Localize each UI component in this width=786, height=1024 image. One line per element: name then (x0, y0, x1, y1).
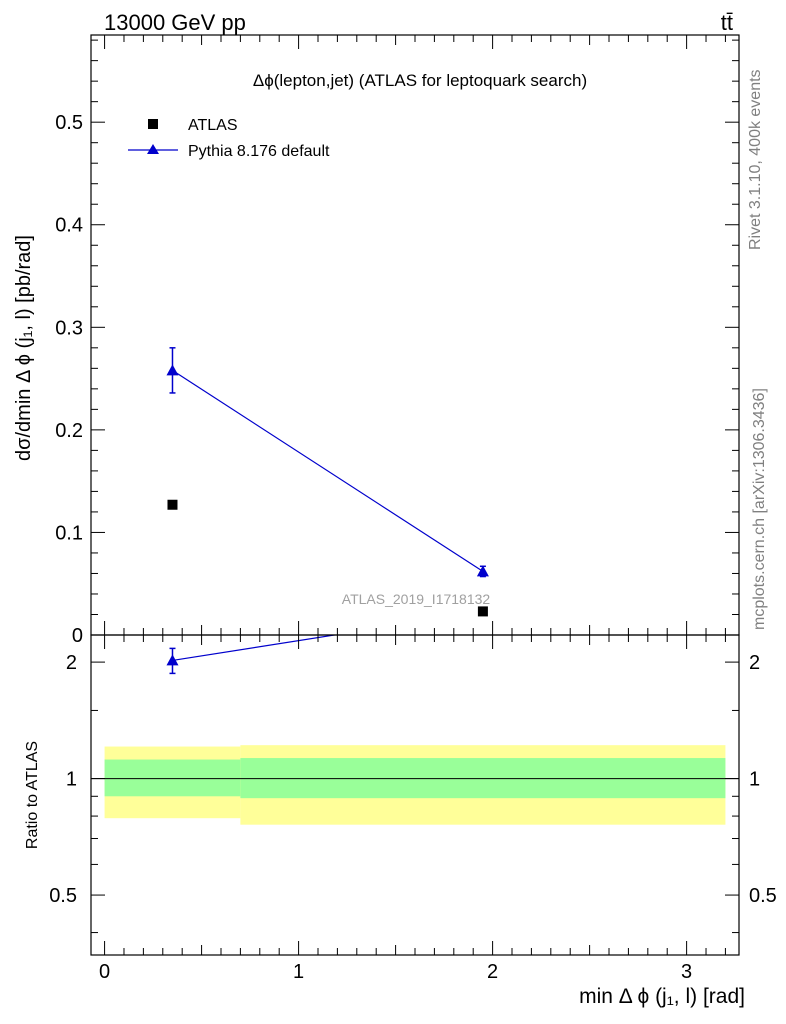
y-axis-label: dσ/dmin Δ ϕ (j₁, l) [pb/rad] (13, 235, 35, 461)
legend-pythia-label: Pythia 8.176 default (188, 143, 330, 160)
x-axis-label: min Δ ϕ (j₁, l) [rad] (579, 985, 745, 1008)
ratio-plot-panel: 0.5 0.5 1 1 2 2 0 1 2 3 Ratio to ATLAS min Δ ϕ (… (24, 634, 777, 1008)
y-tick-label: 0.1 (55, 522, 83, 544)
atlas-data-point (477, 606, 488, 617)
atlas-data-point (167, 499, 178, 510)
x-tick-label: 0 (99, 961, 110, 983)
legend: ATLAS Pythia 8.176 default (128, 117, 330, 160)
pythia-data-point (166, 364, 179, 376)
ratio-y-tick-label: 2 (66, 652, 77, 674)
ratio-y-tick-label-right: 1 (749, 769, 760, 791)
x-tick-label: 2 (487, 961, 498, 983)
plot-title: Δϕ(lepton,jet) (ATLAS for leptoquark sea… (253, 71, 587, 90)
ratio-pythia-line (172, 635, 339, 662)
main-plot-panel: Δϕ(lepton,jet) (ATLAS for leptoquark sea… (13, 34, 740, 647)
mcplots-reference-label: mcplots.cern.ch [arXiv:1306.3436] (751, 388, 768, 630)
rivet-version-label: Rivet 3.1.10, 400k events (747, 69, 764, 250)
ratio-y-axis-label: Ratio to ATLAS (24, 741, 41, 849)
ratio-pythia-point (166, 654, 179, 666)
ratio-y-tick-label-right: 2 (749, 652, 760, 674)
pythia-line (172, 369, 484, 572)
ratio-y-tick-label-right: 0.5 (749, 885, 777, 907)
pythia-data-point (476, 565, 489, 577)
ratio-inner-band (104, 759, 241, 797)
y-tick-label: 0.4 (55, 215, 83, 237)
x-tick-label: 3 (681, 961, 692, 983)
x-tick-label: 1 (293, 961, 304, 983)
legend-atlas-marker (148, 119, 158, 129)
legend-pythia-marker (147, 144, 159, 154)
collision-energy-label: 13000 GeV pp (104, 10, 246, 35)
analysis-watermark: ATLAS_2019_I1718132 (342, 591, 491, 607)
y-tick-label: 0.5 (55, 112, 83, 134)
legend-atlas-label: ATLAS (188, 117, 238, 134)
y-tick-label: 0.3 (55, 317, 83, 339)
process-label: tt̄ (721, 10, 733, 35)
y-tick-label: 0.2 (55, 420, 83, 442)
ratio-y-tick-label: 1 (66, 769, 77, 791)
ratio-y-tick-label: 0.5 (49, 885, 77, 907)
y-tick-label: 0 (72, 625, 83, 647)
